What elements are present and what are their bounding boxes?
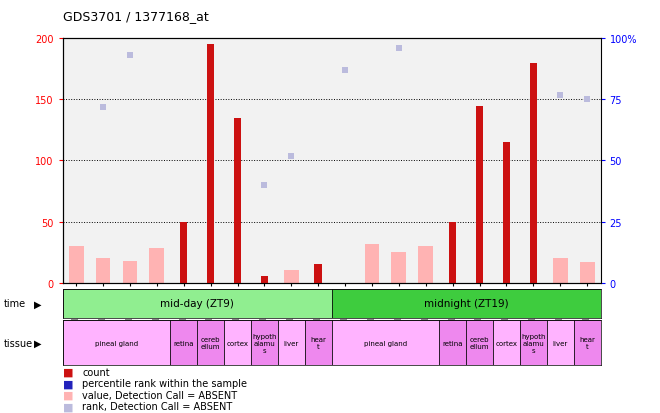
Bar: [493, 320, 520, 366]
Text: liver: liver: [552, 340, 568, 346]
Bar: [466, 320, 493, 366]
Bar: [529, 64, 537, 283]
Bar: [331, 320, 440, 366]
Text: rank, Detection Call = ABSENT: rank, Detection Call = ABSENT: [82, 401, 233, 411]
Bar: [574, 320, 601, 366]
Text: pineal gland: pineal gland: [95, 340, 138, 346]
Text: ▶: ▶: [34, 338, 42, 348]
Text: mid-day (ZT9): mid-day (ZT9): [160, 299, 234, 309]
Bar: [123, 261, 137, 283]
Text: value, Detection Call = ABSENT: value, Detection Call = ABSENT: [82, 390, 238, 400]
Text: liver: liver: [284, 340, 299, 346]
Bar: [63, 289, 331, 318]
Text: ▶: ▶: [34, 299, 42, 309]
Bar: [69, 246, 84, 283]
Text: GDS3701 / 1377168_at: GDS3701 / 1377168_at: [63, 10, 209, 23]
Bar: [207, 45, 215, 283]
Text: retina: retina: [442, 340, 463, 346]
Bar: [418, 246, 433, 283]
Text: percentile rank within the sample: percentile rank within the sample: [82, 378, 248, 388]
Text: ■: ■: [63, 367, 73, 377]
Bar: [180, 222, 187, 283]
Bar: [520, 320, 546, 366]
Bar: [314, 265, 322, 283]
Bar: [234, 119, 242, 283]
Text: ■: ■: [63, 378, 73, 388]
Bar: [251, 320, 278, 366]
Text: hear
t: hear t: [579, 336, 595, 349]
Bar: [305, 320, 331, 366]
Text: time: time: [3, 299, 26, 309]
Text: ■: ■: [63, 390, 73, 400]
Text: retina: retina: [174, 340, 194, 346]
Bar: [503, 143, 510, 283]
Text: pineal gland: pineal gland: [364, 340, 407, 346]
Bar: [364, 244, 380, 283]
Text: cortex: cortex: [496, 340, 517, 346]
Bar: [96, 259, 110, 283]
Bar: [261, 277, 268, 283]
Text: cereb
ellum: cereb ellum: [470, 336, 489, 349]
Text: tissue: tissue: [3, 338, 32, 348]
Bar: [197, 320, 224, 366]
Bar: [224, 320, 251, 366]
Bar: [331, 289, 601, 318]
Bar: [449, 222, 457, 283]
Text: count: count: [82, 367, 110, 377]
Bar: [284, 271, 299, 283]
Text: hear
t: hear t: [310, 336, 326, 349]
Text: hypoth
alamu
s: hypoth alamu s: [521, 333, 546, 353]
Bar: [278, 320, 305, 366]
Bar: [149, 249, 164, 283]
Bar: [553, 259, 568, 283]
Bar: [476, 106, 483, 283]
Text: hypoth
alamu
s: hypoth alamu s: [252, 333, 277, 353]
Text: cortex: cortex: [226, 340, 249, 346]
Bar: [391, 252, 407, 283]
Bar: [546, 320, 574, 366]
Bar: [170, 320, 197, 366]
Bar: [440, 320, 466, 366]
Text: cereb
ellum: cereb ellum: [201, 336, 220, 349]
Text: ■: ■: [63, 401, 73, 411]
Text: midnight (ZT19): midnight (ZT19): [424, 299, 508, 309]
Bar: [63, 320, 170, 366]
Bar: [579, 262, 595, 283]
